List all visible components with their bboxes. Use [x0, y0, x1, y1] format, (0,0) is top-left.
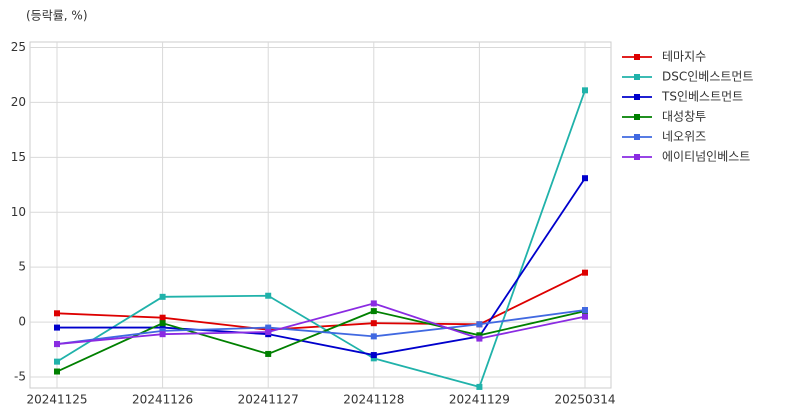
x-tick-label: 20250314 — [554, 393, 615, 407]
y-tick-label: 10 — [11, 205, 26, 219]
data-point — [265, 324, 272, 331]
data-point — [54, 310, 60, 317]
series-line — [57, 177, 586, 356]
data-point — [159, 314, 166, 321]
data-point — [54, 358, 60, 365]
legend-label: 에이티넘인베스트 — [662, 150, 750, 164]
x-tick-label: 20241129 — [449, 393, 510, 407]
x-tick-label: 20241127 — [238, 393, 299, 407]
legend-marker — [634, 94, 640, 100]
data-point — [582, 269, 588, 276]
x-tick-label: 20241126 — [132, 393, 193, 407]
data-point — [370, 352, 377, 359]
data-point — [54, 368, 60, 375]
plot-frame — [29, 41, 612, 389]
x-tick-label: 20241128 — [343, 393, 404, 407]
data-point — [582, 313, 588, 320]
data-point — [159, 320, 166, 327]
data-point — [370, 300, 377, 307]
data-point — [159, 327, 166, 334]
legend-label: DSC인베스트먼트 — [662, 70, 753, 84]
data-point — [54, 324, 60, 331]
y-tick-label: 0 — [18, 315, 26, 329]
data-point — [54, 341, 60, 348]
data-point — [370, 308, 377, 315]
legend-marker — [634, 154, 640, 160]
data-point — [159, 324, 166, 331]
y-tick-label: 20 — [11, 95, 26, 109]
x-tick-label: 20241125 — [26, 393, 87, 407]
data-point — [265, 350, 272, 357]
data-point — [476, 332, 483, 339]
data-point — [582, 87, 588, 94]
legend-marker — [634, 74, 640, 80]
y-tick-label: 15 — [11, 150, 26, 164]
legend-label: TS인베스트먼트 — [661, 90, 743, 104]
y-tick-label: -5 — [14, 370, 26, 384]
series-line — [56, 302, 586, 345]
series-line — [56, 309, 586, 345]
series-line — [56, 90, 586, 388]
data-point — [265, 328, 272, 335]
legend-marker — [634, 134, 640, 140]
data-point — [370, 320, 377, 327]
data-point — [265, 292, 272, 299]
data-point — [476, 335, 483, 342]
data-point — [159, 293, 166, 300]
data-point — [476, 383, 483, 390]
chart-title: (등락률, %) — [26, 9, 88, 23]
legend-marker — [634, 114, 640, 120]
data-point — [476, 321, 483, 328]
data-point — [582, 307, 588, 314]
legend-label: 네오위즈 — [662, 130, 706, 144]
legend-marker — [634, 54, 640, 60]
data-point — [159, 331, 166, 338]
data-point — [582, 175, 588, 182]
data-point — [370, 355, 377, 362]
y-tick-label: 25 — [11, 40, 26, 54]
legend-label: 대성창투 — [662, 110, 706, 124]
legend-label: 테마지수 — [662, 50, 706, 64]
data-point — [370, 333, 377, 340]
y-tick-label: 5 — [18, 260, 26, 274]
